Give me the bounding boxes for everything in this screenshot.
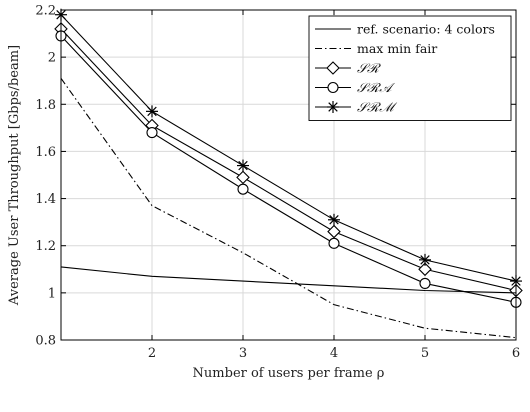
legend-label: 𝒮ℛ: [357, 62, 381, 77]
series-line: [60, 266, 517, 294]
data-point-star: [328, 213, 340, 226]
series-3: [55, 30, 522, 308]
data-point-diamond: [418, 262, 432, 277]
legend-marker-circle: [327, 81, 339, 94]
axis-ticks: 2 3 4 5 6 0.8 1 1.2 1.4 1.6 1.8 2 2.2: [35, 4, 520, 362]
y-tick-label: 2.2: [35, 4, 56, 19]
data-point-circle: [146, 127, 158, 139]
data-point-diamond: [327, 224, 341, 239]
y-tick-label: 1.2: [35, 239, 56, 254]
y-tick-label: 1.6: [35, 145, 56, 160]
legend-label: max min fair: [357, 41, 437, 56]
series-1: [60, 78, 517, 339]
y-tick-label: 1.4: [35, 192, 56, 207]
legend-label: ref. scenario: 4 colors: [357, 22, 495, 37]
y-tick-label: 2: [48, 51, 56, 66]
series-line: [60, 28, 517, 292]
plot-series: [54, 8, 523, 339]
x-tick-label: 2: [148, 346, 156, 361]
data-point-star: [237, 159, 249, 172]
data-point-star: [146, 105, 158, 118]
legend-entry: ref. scenario: 4 colors: [315, 22, 495, 37]
legend: ref. scenario: 4 colors max min fair 𝒮ℛ 𝒮ℛ𝒜…: [308, 15, 512, 121]
legend-marker-diamond: [326, 61, 340, 75]
legend-label: 𝒮ℛℳ: [357, 101, 397, 116]
legend-entry: 𝒮ℛℳ: [315, 101, 397, 116]
data-point-star: [419, 253, 431, 266]
y-tick-label: 1.8: [35, 98, 56, 113]
y-tick-label: 0.8: [35, 334, 56, 349]
series-line: [60, 78, 517, 339]
x-tick-label: 3: [239, 346, 247, 361]
y-tick-label: 1: [48, 286, 56, 301]
series-line: [60, 35, 517, 303]
data-point-circle: [237, 183, 249, 195]
x-tick-label: 4: [330, 346, 338, 361]
legend-entry: 𝒮ℛ: [315, 61, 381, 77]
legend-label: 𝒮ℛ𝒜: [357, 81, 395, 96]
data-point-diamond: [236, 170, 250, 185]
legend-entry: max min fair: [315, 41, 437, 56]
series-line: [60, 14, 517, 282]
plot-frame: [60, 9, 517, 341]
x-axis-label: Number of users per frame ρ: [193, 366, 385, 381]
series-0: [60, 266, 517, 294]
data-point-circle: [419, 277, 431, 289]
legend-marker-star: [327, 101, 339, 113]
y-axis-label: Average User Throughput [Gbps/beam]: [7, 45, 22, 306]
x-tick-label: 6: [512, 346, 520, 361]
data-point-circle: [328, 237, 340, 249]
x-tick-label: 5: [421, 346, 429, 361]
legend-entry: 𝒮ℛ𝒜: [315, 81, 395, 96]
